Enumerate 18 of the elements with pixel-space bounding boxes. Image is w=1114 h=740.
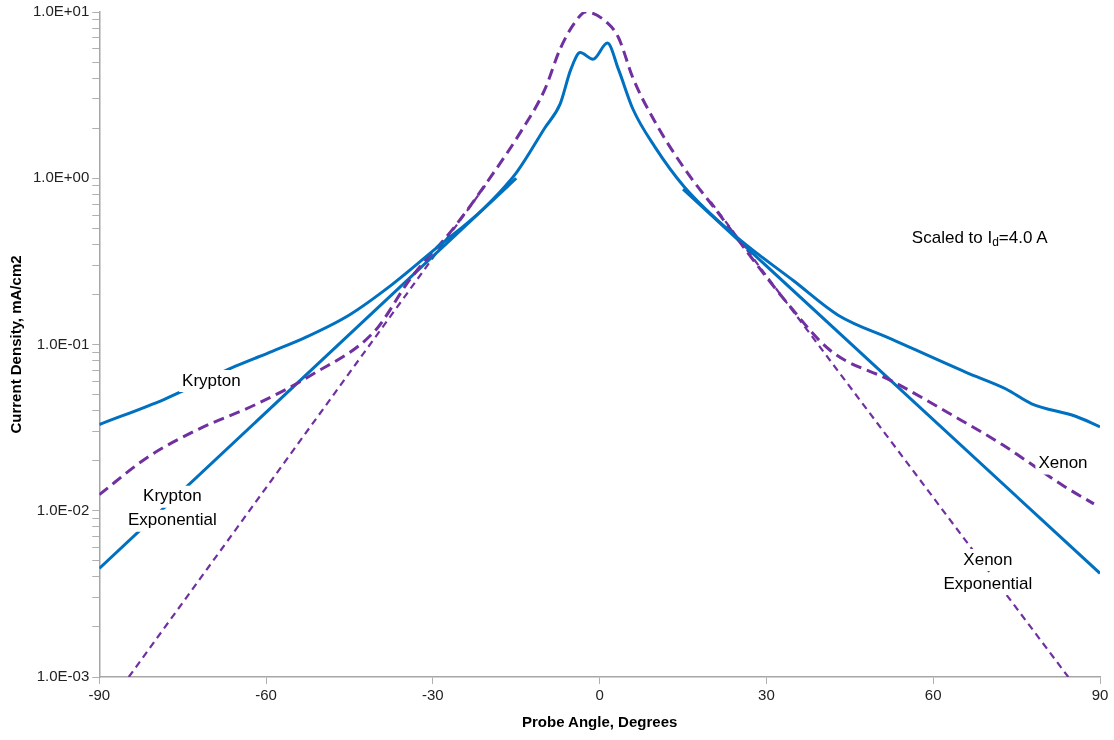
y-axis-title: Current Density, mA/cm2 bbox=[7, 255, 25, 434]
x-tick-label: -90 bbox=[88, 686, 111, 704]
y-tick-label: 1.0E+00 bbox=[32, 168, 90, 186]
x-tick-label: 60 bbox=[924, 686, 942, 704]
annotation: Krypton Exponential bbox=[127, 486, 217, 530]
annotation: Xenon bbox=[1038, 453, 1088, 473]
x-tick-label: 90 bbox=[1091, 686, 1109, 704]
x-tick-label: -30 bbox=[422, 686, 444, 704]
x-tick-label: -60 bbox=[255, 686, 277, 704]
y-tick-label: 1.0E+01 bbox=[32, 2, 90, 20]
annotation: Krypton bbox=[182, 370, 241, 390]
y-tick-label: 1.0E-01 bbox=[36, 334, 90, 352]
x-axis-title: Probe Angle, Degrees bbox=[521, 713, 678, 731]
y-tick-label: 1.0E-02 bbox=[36, 500, 90, 518]
annotation: Xenon Exponential bbox=[943, 549, 1033, 593]
y-tick-label: 1.0E-03 bbox=[36, 667, 90, 685]
x-tick-label: 30 bbox=[758, 686, 775, 704]
x-tick-label: 0 bbox=[595, 686, 604, 704]
